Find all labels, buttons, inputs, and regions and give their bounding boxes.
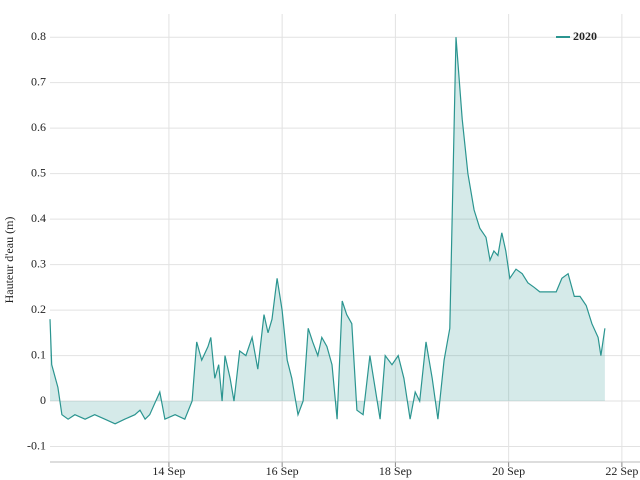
y-tick-label: 0.8 <box>31 29 46 43</box>
y-tick-label: 0.3 <box>31 256 46 270</box>
y-tick-label: 0.6 <box>31 120 46 134</box>
y-tick-label: -0.1 <box>27 438 46 452</box>
x-tick-label: 20 Sep <box>492 464 525 478</box>
x-tick-label: 14 Sep <box>152 464 185 478</box>
y-tick-label: 0.7 <box>31 74 46 88</box>
legend-label: 2020 <box>573 29 597 43</box>
y-axis-label: Hauteur d'eau (m) <box>2 217 16 304</box>
area <box>50 37 605 424</box>
y-tick-label: 0.4 <box>31 211 46 225</box>
y-tick-label: 0.2 <box>31 302 46 316</box>
y-tick-label: 0.5 <box>31 165 46 179</box>
y-tick-label: 0.1 <box>31 347 46 361</box>
line <box>49 37 606 425</box>
x-tick-label: 22 Sep <box>605 464 638 478</box>
x-tick-label: 18 Sep <box>379 464 412 478</box>
x-tick-label: 16 Sep <box>266 464 299 478</box>
y-tick-label: 0 <box>40 393 46 407</box>
